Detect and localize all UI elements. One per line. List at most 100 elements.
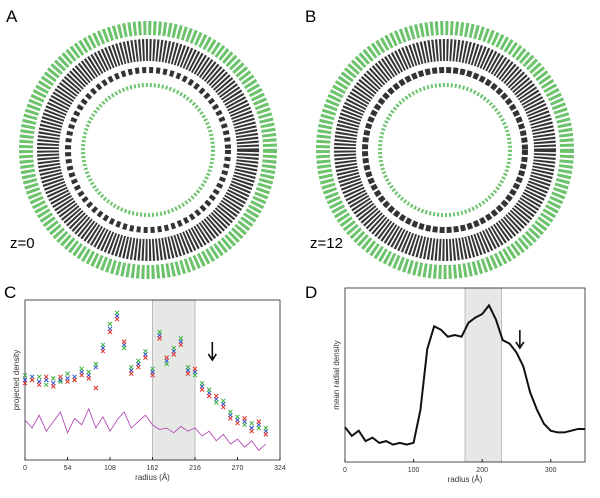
series-line [344, 303, 585, 446]
y-axis-label: projected density [12, 350, 21, 410]
data-point [185, 364, 191, 370]
data-point [249, 420, 255, 426]
y-axis-label: mean radial density [332, 340, 341, 409]
panel-letter: D [305, 283, 317, 302]
panel-b: B z=12 [305, 7, 574, 279]
x-axis-label: radius (Å) [448, 475, 483, 484]
x-tick-label: 216 [189, 465, 201, 472]
data-point [164, 355, 170, 360]
inner-ring [362, 67, 528, 233]
arrow [207, 342, 217, 362]
data-point [178, 342, 184, 348]
data-point [135, 358, 141, 364]
data-point [36, 374, 42, 380]
data-point [128, 364, 134, 370]
data-point [178, 336, 184, 341]
data-point [235, 414, 240, 420]
data-point [143, 348, 148, 354]
data-point [86, 376, 92, 381]
data-point [213, 393, 219, 399]
data-point [22, 372, 28, 378]
data-point [157, 329, 162, 335]
plot-frame [344, 287, 586, 463]
data-point [107, 329, 113, 335]
data-point [43, 374, 49, 380]
x-tick-label: 300 [545, 467, 557, 474]
data-point [150, 372, 155, 378]
chart: C 0 54 108 162 216 270 324 radius (Å) projected d… [4, 283, 286, 482]
data-point [121, 339, 127, 344]
panel-a: A z=0 [6, 7, 277, 279]
data-point [192, 372, 198, 378]
data-point [192, 366, 198, 372]
data-point [72, 377, 77, 383]
data-point [228, 416, 233, 421]
chart: D 0 100 200 300 radius (Å) mean radial density [305, 283, 586, 484]
data-point [164, 361, 170, 367]
data-point [206, 393, 212, 399]
data-point [79, 372, 85, 378]
data-point [50, 376, 56, 381]
inner-ring [65, 67, 231, 233]
data-point [65, 371, 70, 376]
data-point [150, 366, 155, 372]
data-point [199, 387, 205, 392]
data-point [135, 364, 141, 370]
data-point [185, 371, 191, 376]
data-point [220, 398, 226, 404]
data-point [29, 377, 35, 383]
data-point [199, 380, 205, 386]
panel-caption: z=0 [10, 235, 35, 252]
panel-letter: B [305, 7, 316, 26]
data-point [79, 366, 85, 372]
series-line [24, 407, 267, 451]
data-point [50, 384, 56, 389]
data-point [114, 310, 120, 316]
x-axis-label: radius (Å) [135, 473, 170, 482]
data-point [58, 374, 63, 380]
inner-density [378, 83, 512, 217]
data-point [93, 385, 99, 391]
data-point [157, 336, 162, 341]
panel-letter: C [4, 283, 16, 302]
x-tick-label: 108 [104, 465, 116, 472]
data-point [36, 382, 42, 388]
inner-density [81, 83, 215, 217]
x-tick-label: 54 [64, 465, 72, 472]
data-point [206, 387, 212, 392]
data-point [22, 380, 28, 386]
x-tick-label: 100 [408, 467, 420, 474]
arrow [515, 330, 525, 350]
x-tick-label: 0 [23, 465, 27, 472]
data-point [242, 416, 247, 421]
x-tick-label: 200 [476, 467, 488, 474]
data-point [100, 348, 106, 354]
data-point [128, 371, 134, 376]
data-point [220, 404, 226, 410]
x-tick-label: 270 [232, 465, 244, 472]
data-point [256, 419, 262, 424]
data-point [213, 400, 219, 405]
data-point [114, 316, 120, 322]
data-point [228, 409, 233, 415]
data-point [107, 321, 113, 327]
data-point [263, 432, 269, 437]
data-point [100, 342, 106, 348]
data-point [235, 420, 240, 426]
data-point [242, 422, 247, 428]
x-tick-label: 324 [274, 465, 286, 472]
data-point [58, 379, 63, 384]
x-tick-label: 0 [343, 467, 347, 474]
data-point [256, 425, 262, 431]
data-point [249, 428, 255, 434]
ring-density [334, 39, 556, 261]
data-point [171, 352, 177, 357]
data-point [65, 379, 70, 384]
outer-density [19, 21, 277, 279]
data-point [121, 345, 127, 351]
data-point [143, 355, 148, 360]
data-point [263, 425, 269, 431]
data-point [93, 361, 99, 367]
panel-caption: z=12 [310, 235, 343, 252]
